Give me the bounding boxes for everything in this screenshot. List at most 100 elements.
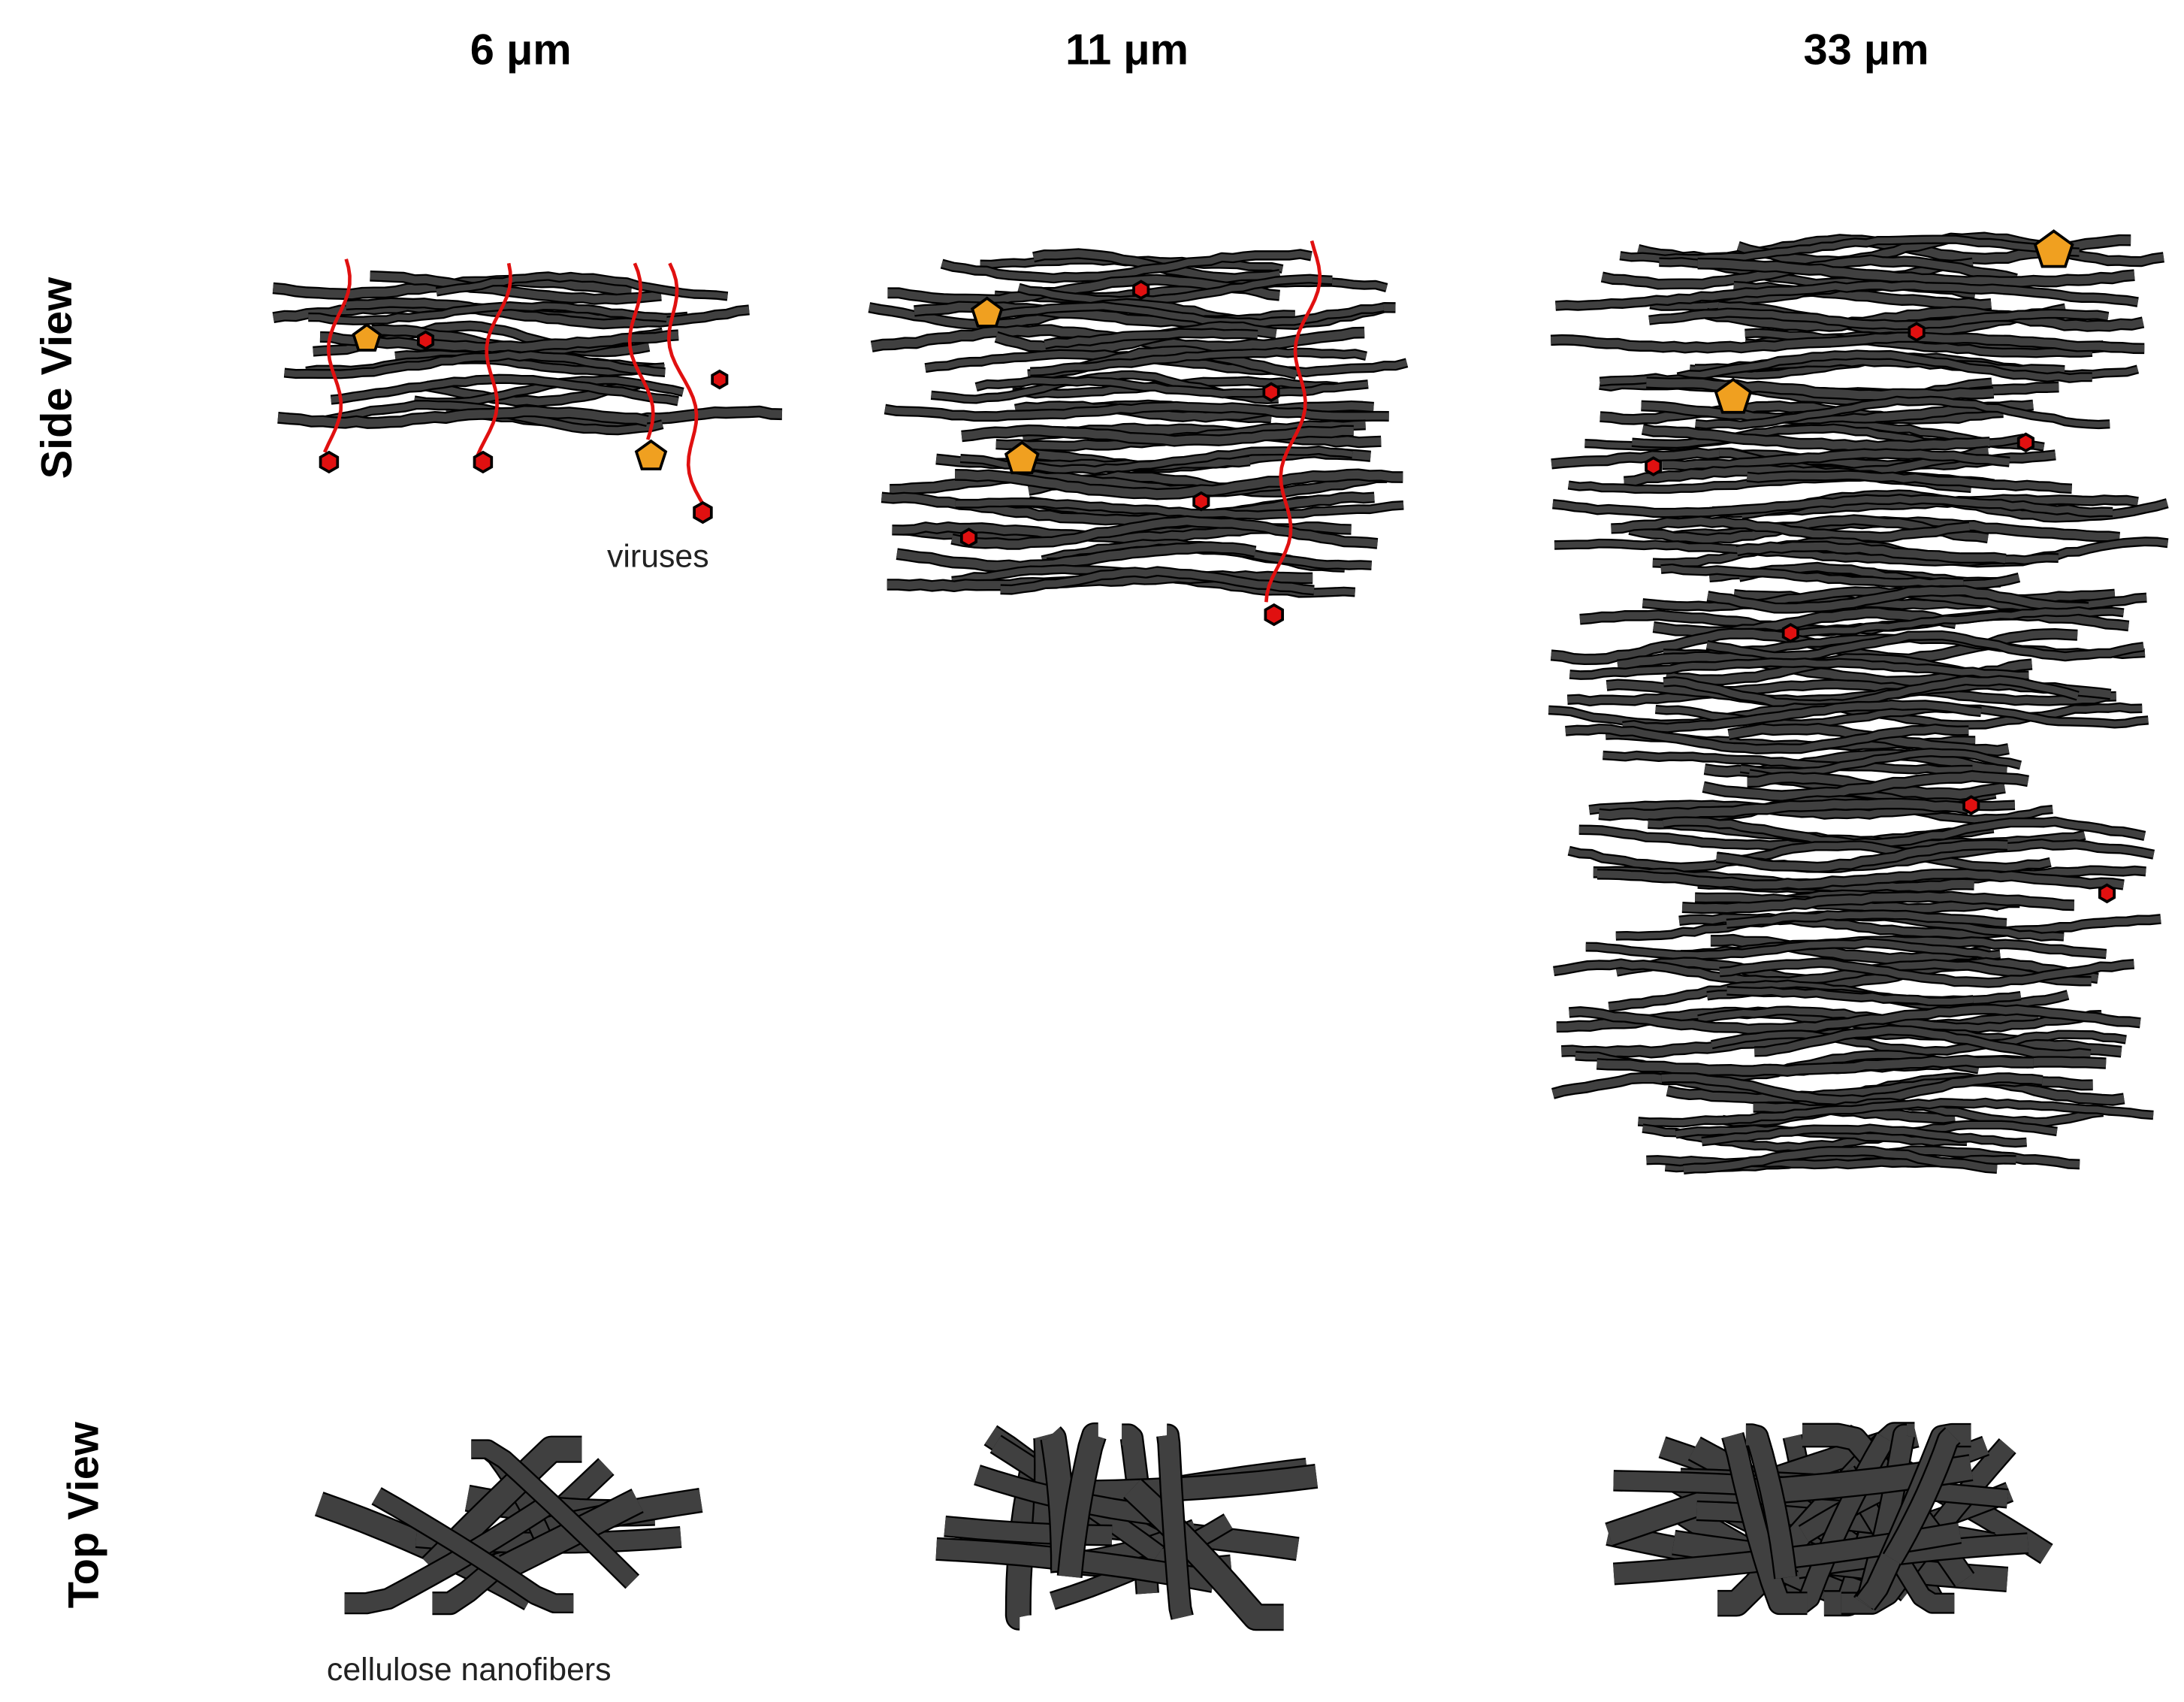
fiber [1726,987,1974,1005]
fiber [1694,893,2020,913]
virus-strand [1264,240,1322,603]
fiber [372,1489,574,1612]
fiber [436,273,728,300]
fiber [1726,911,2007,927]
virus-large [352,323,382,352]
column-title: 6 μm [470,26,572,74]
fiber [1552,495,2113,516]
fiber [1615,958,2099,987]
virus [1962,795,1980,815]
fiber [1883,1428,1959,1564]
fiber [1695,398,2110,428]
virus [2016,432,2034,453]
virus [416,330,435,351]
virus-strand [322,258,352,453]
fiber [1662,449,2010,470]
fiber [1681,892,2075,913]
fiber [1596,1056,2034,1075]
fiber [1124,1480,1284,1629]
fiber [1550,333,2145,352]
fiber [1719,959,2134,987]
fiber [1754,1026,2092,1059]
virus [1132,280,1150,301]
fiber [1000,567,1315,594]
fiber [1706,586,2089,612]
fiber [1711,1031,2127,1055]
virus-large [1714,377,1753,414]
fiber [1677,351,2092,382]
virus [2098,883,2116,904]
fiber [1702,772,2029,800]
virus-strand [627,262,655,440]
fiber [370,272,662,304]
virus [1264,603,1284,627]
fiber [1568,842,2052,872]
fiber [896,543,1256,572]
fiber [1663,818,2146,848]
virus-large [970,296,1004,328]
fiber [1622,701,1982,732]
virus [1908,322,1926,342]
fiber [1646,378,1994,400]
fiber [308,303,667,324]
fiber [1701,1125,2027,1146]
artwork [272,229,2169,1631]
fiber [1661,1074,2044,1105]
annotation: cellulose nanofibers [327,1652,612,1688]
fiber [1565,725,1969,753]
fiber [961,426,1354,446]
fiber [1746,471,2072,492]
fiber [1723,1432,1808,1613]
fiber [1611,517,1970,541]
virus [1781,622,1799,643]
row-label: Side View [33,277,81,479]
fiber [1603,752,1973,773]
fiber [1598,799,1970,820]
fiber [955,470,1403,499]
fiber [941,250,1313,282]
fiber [1585,939,2001,959]
fiber [1030,349,1367,375]
fiber [1697,259,2135,286]
fiber [1017,275,1333,304]
fiber [995,322,1277,355]
fiber [344,1492,560,1613]
fiber [1569,1005,2141,1033]
fiber [284,351,666,378]
fiber [346,298,750,328]
fiber [1638,1099,2154,1126]
fiber [1044,329,1258,348]
fiber [950,517,1378,549]
fiber [955,499,1404,518]
fiber [1014,402,1374,422]
virus-large [1004,440,1040,475]
fiber [1652,608,1957,636]
virus [1192,491,1210,512]
fiber [1697,1007,2102,1032]
fiber [1741,1425,1796,1580]
fiber [1158,1425,1192,1620]
fiber [1619,236,2080,262]
virus [959,528,978,548]
fiber [1754,608,2125,637]
fiber [1744,330,2092,357]
fiber [1569,659,2029,679]
virus [711,369,729,390]
fiber [1663,676,2079,709]
fiber [1660,565,1964,587]
column-title: 33 μm [1803,26,1929,74]
virus [319,450,340,474]
fiber [1553,960,2092,985]
fiber [1735,542,2007,564]
fiber [331,375,679,405]
fiber [979,303,1385,327]
virus-strand [475,262,512,458]
fiber [1710,936,1992,963]
virus-large [2033,229,2074,268]
row-label: Top View [59,1421,107,1608]
virus-strand [666,262,706,508]
fiber [1596,869,2125,889]
fiber [1555,282,2139,310]
